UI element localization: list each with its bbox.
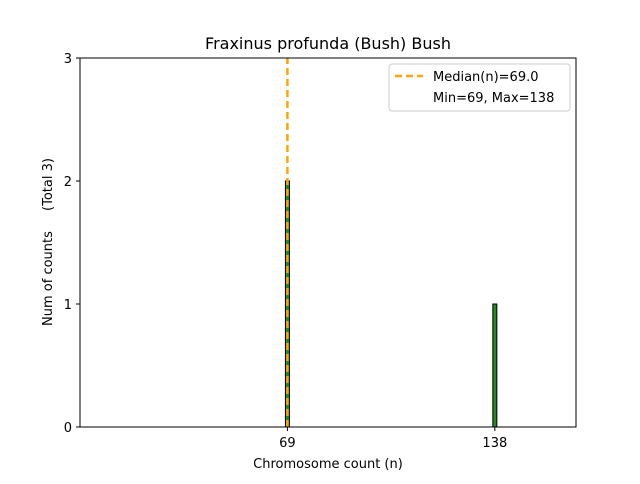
legend: Median(n)=69.0 Min=69, Max=138 <box>388 63 571 112</box>
x-axis-label: Chromosome count (n) <box>253 457 403 472</box>
x-tick-label-138: 138 <box>482 436 507 451</box>
y-tick-label-0: 0 <box>64 421 72 436</box>
legend-box <box>388 63 571 112</box>
y-tick-label-3: 3 <box>64 52 72 67</box>
bar-138 <box>492 303 498 428</box>
y-axis: 0 1 2 3 <box>64 52 80 436</box>
y-axis-label-total: (Total 3) <box>41 158 56 211</box>
y-tick-label-2: 2 <box>64 175 72 190</box>
x-tick-label-69: 69 <box>279 436 296 451</box>
legend-range-label: Min=69, Max=138 <box>433 91 554 106</box>
legend-median-label: Median(n)=69.0 <box>433 70 539 85</box>
y-axis-label: Num of counts (Total 3) <box>41 158 56 326</box>
plot-frame <box>79 57 577 428</box>
y-tick-label-1: 1 <box>64 298 72 313</box>
x-axis: 69 138 <box>279 427 507 451</box>
chart-title: Fraxinus profunda (Bush) Bush <box>205 34 451 53</box>
y-axis-label-main: Num of counts <box>41 231 56 326</box>
